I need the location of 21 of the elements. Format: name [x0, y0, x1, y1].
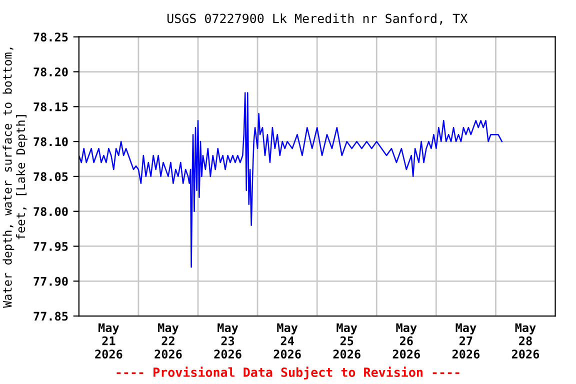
- y-tick-label: 78.00: [34, 207, 68, 216]
- x-tick-label: May 27 2026: [452, 323, 480, 359]
- y-tick-label: 78.05: [34, 172, 68, 182]
- y-tick-label: 77.90: [34, 276, 68, 286]
- x-tick-label: May 22 2026: [154, 323, 182, 359]
- y-tick-label: 77.85: [34, 312, 68, 321]
- y-axis-title: Water depth, water surface to bottom, feet, [Lake Depth]: [2, 48, 28, 308]
- x-tick-label: May 23 2026: [214, 323, 242, 359]
- y-tick-label: 78.10: [34, 137, 68, 146]
- y-tick-label: 77.95: [34, 242, 68, 251]
- x-tick-label: May 25 2026: [333, 323, 360, 359]
- line-series: [78, 92, 503, 268]
- y-tick-label: 78.20: [34, 67, 68, 76]
- x-tick-label: May 26 2026: [392, 323, 420, 359]
- x-tick-label: May 28 2026: [512, 323, 540, 359]
- text: ---- Provisional Data Subject to Revision ----: [116, 366, 460, 380]
- x-tick-label: May 21 2026: [95, 323, 122, 359]
- y-tick-label: 78.15: [34, 102, 68, 112]
- x-tick-label: May 24 2026: [274, 323, 301, 359]
- y-tick-label: 78.25: [34, 32, 68, 42]
- chart-title: USGS 07227900 Lk Meredith nr Sanford, TX: [167, 13, 468, 25]
